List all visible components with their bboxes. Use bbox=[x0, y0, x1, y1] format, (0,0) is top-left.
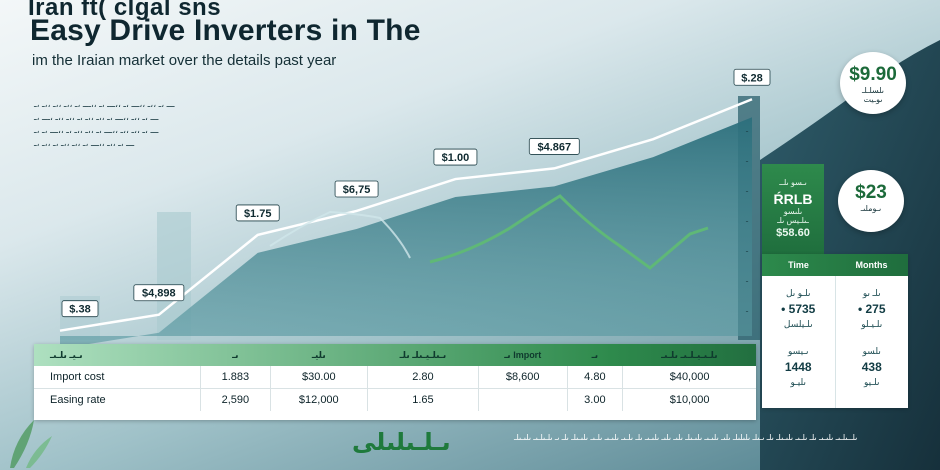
side-cell-text: ىليـو bbox=[790, 377, 807, 387]
side-table-body: ىلـو ىل • 5735 ىلـيلسل ىـيسو 1448 ىليـو … bbox=[762, 276, 908, 408]
card-small-text: ـىلـيس ىلـ bbox=[777, 216, 809, 225]
table-cell: 2,590 bbox=[200, 388, 271, 411]
side-table-column: ىلـو ىل • 5735 ىلـيلسل ىـيسو 1448 ىليـو bbox=[762, 276, 835, 408]
side-header-cell: Time bbox=[788, 260, 809, 270]
card-line-text: ىلىسو bbox=[783, 207, 803, 216]
side-cell-text: ىلسو bbox=[862, 346, 881, 356]
table-header-cell: ىـيـ ىلـىـ bbox=[50, 349, 83, 360]
leaf-icon bbox=[10, 420, 52, 468]
table-cell: 1.883 bbox=[200, 366, 271, 389]
table-cell: $40,000 bbox=[622, 366, 756, 389]
table-header-cell: ىـ bbox=[591, 349, 599, 360]
notes-line: ـــ ،ـ ،،ـ ،،ـــ ،ـ ،،ـ ،،ـ ،ـ ،،ـ ،ـ bbox=[34, 138, 135, 148]
y-tick-label: ـ bbox=[745, 307, 749, 314]
table-header-row: ىـيـ ىلـىـ ىـ ىليـ ىـىلـيـىلـ ىلـ ىـ Imp… bbox=[34, 344, 756, 366]
page-subtitle: im the Iraian market over the details pa… bbox=[32, 52, 337, 69]
side-cell-text: ىلـيلسل bbox=[783, 319, 813, 329]
svg-text:$6,75: $6,75 bbox=[343, 184, 371, 196]
side-cell-text: ىلـيـلو bbox=[861, 319, 883, 329]
data-label: $.38 bbox=[61, 300, 99, 318]
side-cell-value: • 5735 bbox=[781, 302, 816, 316]
y-tick-label: ـ bbox=[745, 247, 749, 254]
chart-series-line bbox=[59, 98, 753, 332]
side-cell-text: ىلـ ىو bbox=[862, 288, 881, 298]
svg-text:$.38: $.38 bbox=[69, 304, 90, 316]
data-label: $4,898 bbox=[133, 284, 185, 302]
table-row: Easing rate 2,590 $12,000 1.65 3.00 $10,… bbox=[34, 388, 756, 411]
table-cell: 4.80 bbox=[566, 366, 623, 389]
notes-line: ـــ ،ـ ،،ـ ،،ـــ ،ـ ،،ـ ،،ـ ،ـ ،،ـ ،،ـ ،… bbox=[34, 112, 159, 122]
data-label: $1.00 bbox=[433, 148, 478, 166]
y-tick-label: ـ bbox=[745, 157, 749, 164]
svg-text:$1.75: $1.75 bbox=[244, 208, 272, 220]
table-cell: $8,600 bbox=[477, 366, 568, 389]
table-cell: $12,000 bbox=[269, 388, 368, 411]
data-label: $1.75 bbox=[235, 204, 280, 222]
side-cell-value: • 275 bbox=[857, 302, 886, 316]
bubble-value: $9.90 bbox=[849, 64, 897, 85]
secondary-trend-line bbox=[429, 194, 709, 270]
svg-text:$4,898: $4,898 bbox=[142, 288, 176, 300]
y-tick-label: ـ bbox=[745, 127, 749, 134]
table-cell: $30.00 bbox=[269, 366, 368, 389]
side-table-column: ىلـ ىو • 275 ىلـيـلو ىلسو 438 ىلـيو bbox=[834, 276, 909, 408]
side-cell-value: 438 bbox=[861, 360, 882, 374]
side-summary-table: Time Months ىلـو ىل • 5735 ىلـيلسل ىـيسو… bbox=[762, 254, 908, 408]
table-cell: 3.00 bbox=[566, 388, 623, 411]
side-cell-value: 1448 bbox=[784, 360, 812, 374]
price-bubble: $9.90 ىلسلـلـ ىوـيت bbox=[840, 52, 906, 114]
notes-block: ـــ ،ـ ،،ـ ،،ـــ ،ـ ،،ـــ ،ـ ،،ـــ ،ـ ،،… bbox=[34, 98, 304, 150]
y-tick-label: ـ bbox=[745, 277, 749, 284]
data-label: $4.867 bbox=[528, 138, 580, 155]
y-tick-label: ـ bbox=[745, 217, 749, 224]
side-header-cell: Months bbox=[855, 260, 888, 270]
notes-line: ـــ ،ـ ،،ـ ،،ـــ ،ـ ،،ـــ ،ـ ،،ـــ ،ـ ،،… bbox=[34, 99, 175, 109]
footer-text: ىلــىلـىـ ىلىـىـ ىلـ ىلـىـ ىلىـىلـ ىلـ ى… bbox=[514, 433, 858, 442]
y-tick-label: ـ bbox=[745, 187, 749, 194]
card-big-value: ŔRLB bbox=[773, 191, 813, 207]
price-bubble: $23 ىـوملىـ bbox=[838, 170, 904, 232]
table-cell: 2.80 bbox=[366, 366, 479, 389]
svg-text:$4.867: $4.867 bbox=[537, 141, 571, 153]
card-value: $58.60 bbox=[776, 227, 810, 239]
table-cell bbox=[477, 388, 568, 411]
footer-logo: ىـلـىلىلى bbox=[352, 429, 451, 456]
card-top-text: ىـسو ىلــ bbox=[779, 178, 807, 187]
chart-area bbox=[60, 117, 752, 349]
table-cell: 1.65 bbox=[366, 388, 479, 411]
data-label: $6,75 bbox=[334, 180, 379, 198]
side-cell-text: ىلـيو bbox=[864, 377, 880, 387]
secondary-white-line bbox=[269, 210, 411, 259]
side-table-header: Time Months bbox=[762, 254, 908, 276]
data-label: $.28 bbox=[733, 68, 771, 86]
table-header-cell: ىـ bbox=[232, 349, 239, 360]
bubble-value: $23 bbox=[855, 182, 887, 203]
table-cell: $10,000 bbox=[622, 388, 756, 411]
notes-line: ـــ ،ـ ،،ـ ،،ـ ،،ـــ ،ـ ،،ـ ،،ـ ،ـ ،،ـــ… bbox=[34, 125, 159, 135]
table-header-cell: ىـ Import bbox=[504, 349, 542, 360]
bubble-text: ىـوملىـ bbox=[860, 204, 882, 213]
header-script-line: Iran ft( clgal sns bbox=[28, 0, 222, 21]
side-cell-text: ىـيسو bbox=[787, 346, 809, 356]
svg-text:$1.00: $1.00 bbox=[442, 152, 470, 164]
svg-text:$.28: $.28 bbox=[741, 72, 762, 84]
table-cell: Import cost bbox=[50, 371, 105, 383]
bubble-text: ىوـيت bbox=[863, 95, 883, 104]
table-row: Import cost 1.883 $30.00 2.80 $8,600 4.8… bbox=[34, 366, 756, 389]
table-header-cell: ىـىلـيـىلـ ىلـ bbox=[399, 349, 447, 360]
page-title: Easy Drive Inverters in The bbox=[30, 14, 421, 47]
table-header-cell: ىليـ bbox=[311, 349, 326, 360]
data-table: ىـيـ ىلـىـ ىـ ىليـ ىـىلـيـىلـ ىلـ ىـ Imp… bbox=[34, 344, 756, 420]
table-header-cell: ىلـىـيـلـىـ ىلـىـ bbox=[661, 349, 718, 360]
side-cell-text: ىلـو ىل bbox=[785, 288, 811, 298]
bubble-text: ىلسلـلـ bbox=[862, 86, 884, 95]
table-cell: Easing rate bbox=[34, 388, 201, 411]
green-summary-card: ىـسو ىلــ ŔRLB ىلىسو ـىلـيس ىلـ $58.60 bbox=[762, 164, 824, 256]
